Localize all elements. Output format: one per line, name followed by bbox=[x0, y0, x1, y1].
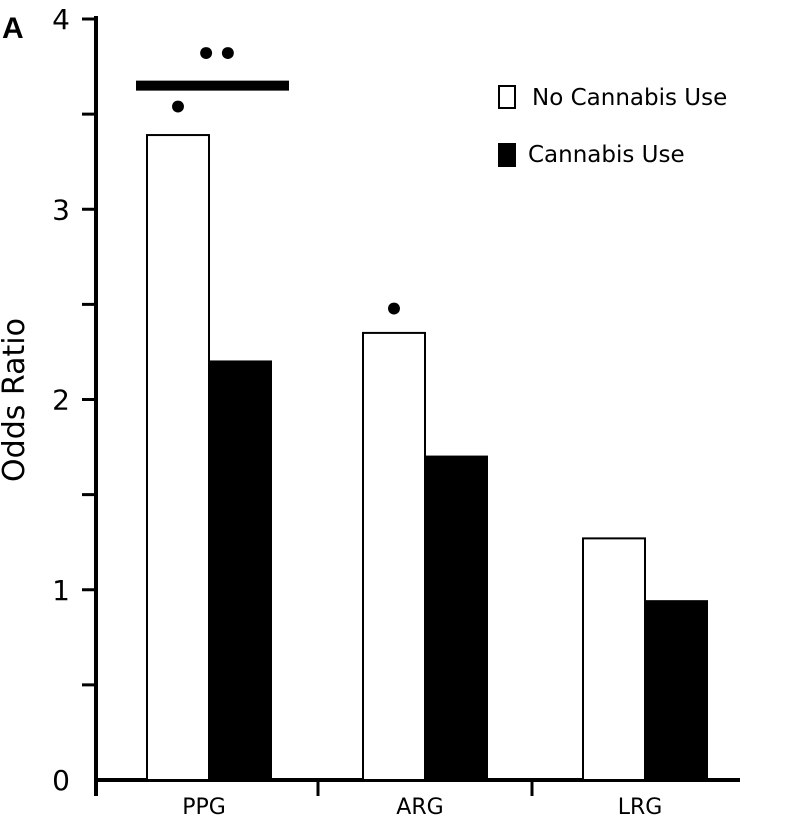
star-marker-arg: • bbox=[383, 290, 405, 330]
bar-arg-cannabis bbox=[424, 455, 488, 781]
category-label-lrg: LRG bbox=[618, 795, 663, 820]
legend: No Cannabis Use Cannabis Use bbox=[498, 85, 727, 168]
y-tick-labels: 0 1 2 3 4 bbox=[52, 3, 70, 797]
legend-swatch-no-cannabis bbox=[498, 85, 516, 109]
bar-ppg-cannabis bbox=[208, 360, 272, 781]
category-label-ppg: PPG bbox=[182, 795, 226, 820]
y-axis-title: Odds Ratio bbox=[0, 318, 32, 482]
legend-swatch-cannabis bbox=[498, 143, 516, 167]
y-tick-label: 4 bbox=[52, 3, 70, 36]
category-labels: PPG ARG LRG bbox=[182, 795, 662, 820]
bar-lrg-no-cannabis bbox=[582, 537, 646, 781]
y-tick-label: 0 bbox=[52, 764, 70, 797]
bar-lrg-cannabis bbox=[644, 600, 708, 781]
bar-arg-no-cannabis bbox=[362, 331, 426, 781]
bar-ppg-no-cannabis bbox=[146, 134, 210, 782]
y-ticks bbox=[82, 17, 96, 687]
double-star-marker: •• bbox=[195, 35, 238, 75]
x-group-separators bbox=[316, 780, 534, 796]
y-tick-label: 2 bbox=[52, 384, 70, 417]
y-tick-label: 1 bbox=[52, 574, 70, 607]
bars bbox=[146, 134, 708, 782]
star-marker-ppg: • bbox=[167, 88, 189, 128]
panel-label: A bbox=[2, 12, 24, 45]
category-label-arg: ARG bbox=[396, 795, 443, 820]
legend-label-cannabis: Cannabis Use bbox=[528, 142, 685, 168]
legend-label-no-cannabis: No Cannabis Use bbox=[532, 85, 727, 111]
y-tick-label: 3 bbox=[52, 193, 70, 226]
